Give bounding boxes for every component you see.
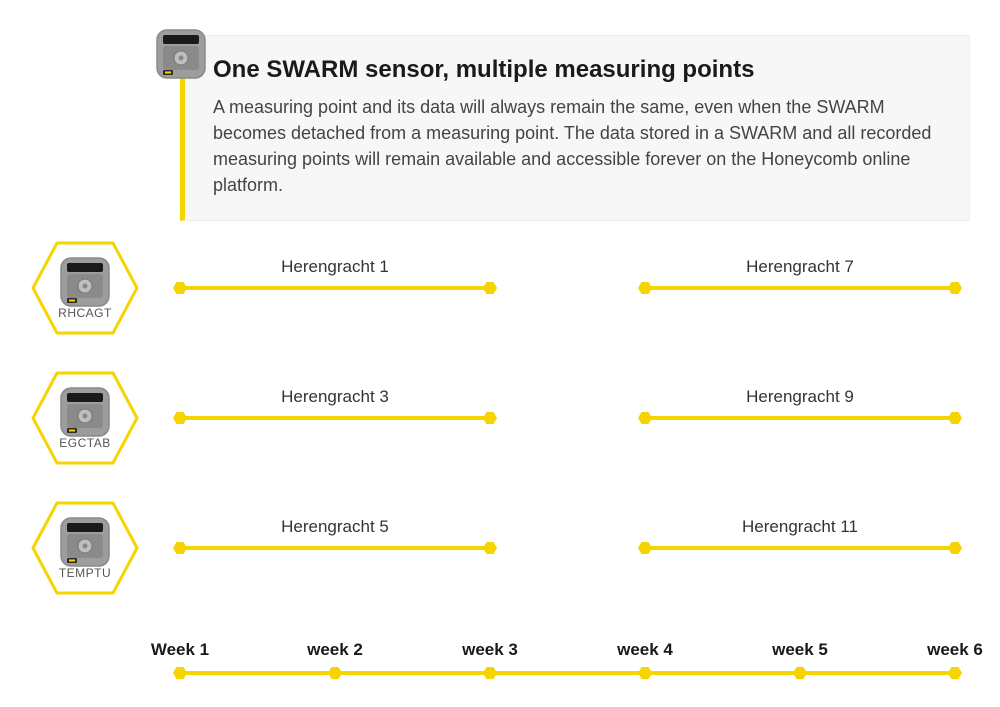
segment-cap-icon — [638, 541, 652, 555]
measuring-segment: Herengracht 3 — [173, 411, 497, 425]
segment-line — [180, 416, 490, 420]
sensor-icon — [59, 516, 111, 568]
sensor-hex: RHCAGT — [30, 240, 140, 336]
segment-label: Herengracht 11 — [638, 517, 962, 537]
segment-label: Herengracht 7 — [638, 257, 962, 277]
axis-tick-icon — [328, 666, 342, 680]
axis-tick-label: week 5 — [772, 640, 828, 660]
header-connector-line — [180, 78, 184, 196]
sensor-hex: TEMPTU — [30, 500, 140, 596]
axis-tick-label: week 3 — [462, 640, 518, 660]
measuring-segment: Herengracht 1 — [173, 281, 497, 295]
axis-tick-icon — [793, 666, 807, 680]
segment-line — [180, 286, 490, 290]
axis-tick-icon — [483, 666, 497, 680]
time-axis-line — [180, 671, 955, 675]
segment-cap-icon — [173, 411, 187, 425]
measuring-segment: Herengracht 11 — [638, 541, 962, 555]
info-card-body: A measuring point and its data will alwa… — [213, 94, 941, 198]
segment-cap-icon — [638, 281, 652, 295]
measuring-segment: Herengracht 7 — [638, 281, 962, 295]
info-card: One SWARM sensor, multiple measuring poi… — [180, 35, 970, 221]
sensor-icon — [59, 256, 111, 308]
segment-label: Herengracht 5 — [173, 517, 497, 537]
header-sensor-icon — [155, 28, 207, 80]
segment-cap-icon — [948, 411, 962, 425]
axis-tick-label: Week 1 — [151, 640, 209, 660]
axis-tick-icon — [638, 666, 652, 680]
segment-cap-icon — [483, 411, 497, 425]
sensor-id-label: TEMPTU — [44, 566, 126, 580]
segment-cap-icon — [173, 281, 187, 295]
segment-cap-icon — [638, 411, 652, 425]
segment-label: Herengracht 3 — [173, 387, 497, 407]
segment-cap-icon — [173, 541, 187, 555]
sensor-icon — [59, 386, 111, 438]
sensor-id-label: RHCAGT — [44, 306, 126, 320]
segment-line — [645, 286, 955, 290]
segment-cap-icon — [483, 541, 497, 555]
axis-tick-label: week 4 — [617, 640, 673, 660]
segment-cap-icon — [948, 281, 962, 295]
sensor-hex: EGCTAB — [30, 370, 140, 466]
axis-tick-label: week 6 — [927, 640, 983, 660]
segment-line — [645, 416, 955, 420]
axis-tick-label: week 2 — [307, 640, 363, 660]
time-axis: Week 1 week 2 week 3 week 4 week 5 week … — [173, 666, 962, 680]
segment-cap-icon — [483, 281, 497, 295]
segment-label: Herengracht 1 — [173, 257, 497, 277]
segment-line — [180, 546, 490, 550]
segment-label: Herengracht 9 — [638, 387, 962, 407]
axis-tick-icon — [948, 666, 962, 680]
segment-line — [645, 546, 955, 550]
measuring-segment: Herengracht 5 — [173, 541, 497, 555]
info-card-title: One SWARM sensor, multiple measuring poi… — [213, 56, 941, 84]
axis-tick-icon — [173, 666, 187, 680]
segment-cap-icon — [948, 541, 962, 555]
sensor-id-label: EGCTAB — [44, 436, 126, 450]
measuring-segment: Herengracht 9 — [638, 411, 962, 425]
